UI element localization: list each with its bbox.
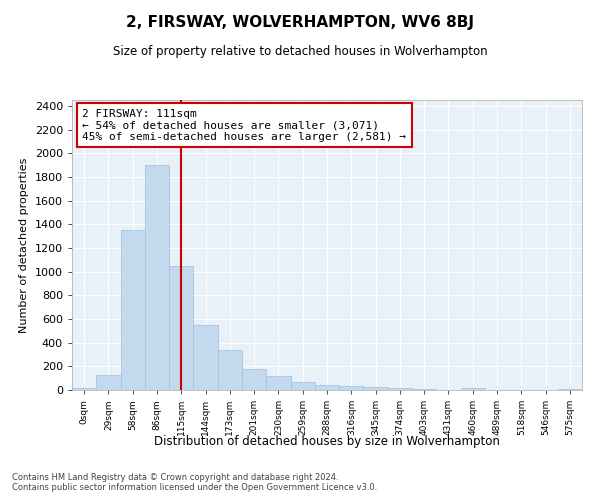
Text: 2 FIRSWAY: 111sqm
← 54% of detached houses are smaller (3,071)
45% of semi-detac: 2 FIRSWAY: 111sqm ← 54% of detached hous… <box>82 108 406 142</box>
Bar <box>388 388 412 390</box>
Bar <box>121 230 145 390</box>
Y-axis label: Number of detached properties: Number of detached properties <box>19 158 29 332</box>
Bar <box>412 389 436 390</box>
Bar <box>145 165 169 390</box>
Bar <box>72 388 96 390</box>
Bar <box>218 350 242 390</box>
Bar <box>193 325 218 390</box>
Bar <box>96 374 121 390</box>
Bar <box>339 386 364 390</box>
Text: Distribution of detached houses by size in Wolverhampton: Distribution of detached houses by size … <box>154 435 500 448</box>
Text: Contains HM Land Registry data © Crown copyright and database right 2024.: Contains HM Land Registry data © Crown c… <box>12 472 338 482</box>
Bar <box>364 387 388 390</box>
Text: Contains public sector information licensed under the Open Government Licence v3: Contains public sector information licen… <box>12 482 377 492</box>
Bar <box>242 370 266 390</box>
Bar <box>315 386 339 390</box>
Bar <box>461 388 485 390</box>
Bar <box>266 376 290 390</box>
Text: 2, FIRSWAY, WOLVERHAMPTON, WV6 8BJ: 2, FIRSWAY, WOLVERHAMPTON, WV6 8BJ <box>126 15 474 30</box>
Bar <box>290 382 315 390</box>
Text: Size of property relative to detached houses in Wolverhampton: Size of property relative to detached ho… <box>113 45 487 58</box>
Bar <box>169 266 193 390</box>
Bar <box>558 389 582 390</box>
